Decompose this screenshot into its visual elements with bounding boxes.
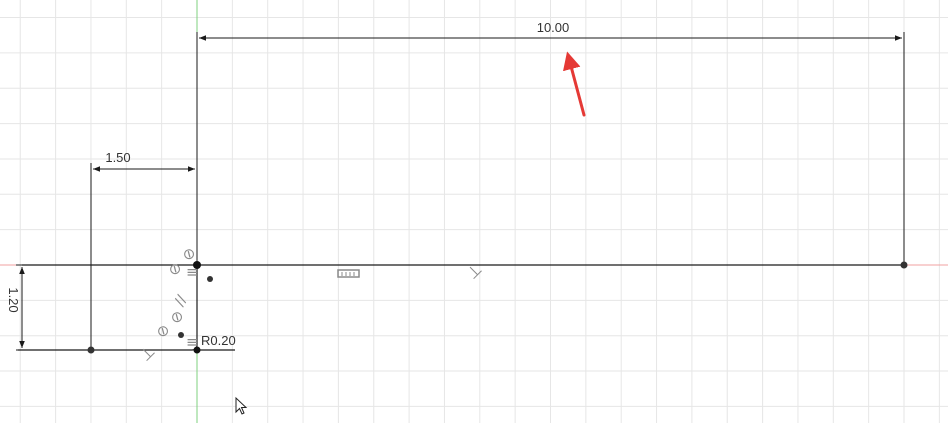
dimension-left-height[interactable]: 1.20 bbox=[6, 287, 21, 312]
perpendicular-icon[interactable]: ⊥ bbox=[135, 342, 158, 365]
fix-icon[interactable] bbox=[337, 269, 360, 278]
coincident-icon[interactable]: ⊘ bbox=[178, 244, 200, 264]
endpoint-bottom-left[interactable] bbox=[87, 346, 95, 354]
point-constraint[interactable] bbox=[207, 276, 213, 282]
endpoint-right[interactable] bbox=[900, 261, 908, 269]
cursor-icon bbox=[235, 396, 248, 415]
point-fillet-center[interactable] bbox=[178, 332, 184, 338]
tangent-icon[interactable]: ⊘ bbox=[166, 307, 188, 327]
endpoint-fillet[interactable] bbox=[193, 346, 201, 354]
annotation-arrow bbox=[563, 51, 586, 117]
horizontal-icon[interactable]: ≡ bbox=[186, 263, 199, 281]
parallel-icon[interactable]: // bbox=[172, 293, 191, 309]
coincident-icon[interactable]: ⊘ bbox=[164, 259, 186, 279]
sketch-points[interactable] bbox=[87, 261, 908, 354]
dimension-left-offset[interactable]: 1.50 bbox=[105, 150, 130, 165]
dimension-fillet-radius[interactable]: R0.20 bbox=[201, 333, 236, 348]
origin-point[interactable] bbox=[193, 261, 201, 269]
tangent-icon[interactable]: ⊘ bbox=[152, 321, 174, 341]
sketch-profile[interactable] bbox=[18, 264, 904, 351]
horizontal-icon[interactable]: ≡ bbox=[186, 333, 199, 351]
constraint-glyphs: ⊘ ⊘ ≡ // ⊘ ⊘ ≡ ⊥ ⊥ bbox=[135, 244, 485, 365]
extension-lines bbox=[16, 32, 905, 351]
dimension-top-width[interactable]: 10.00 bbox=[537, 20, 570, 35]
perpendicular-icon[interactable]: ⊥ bbox=[462, 260, 485, 283]
